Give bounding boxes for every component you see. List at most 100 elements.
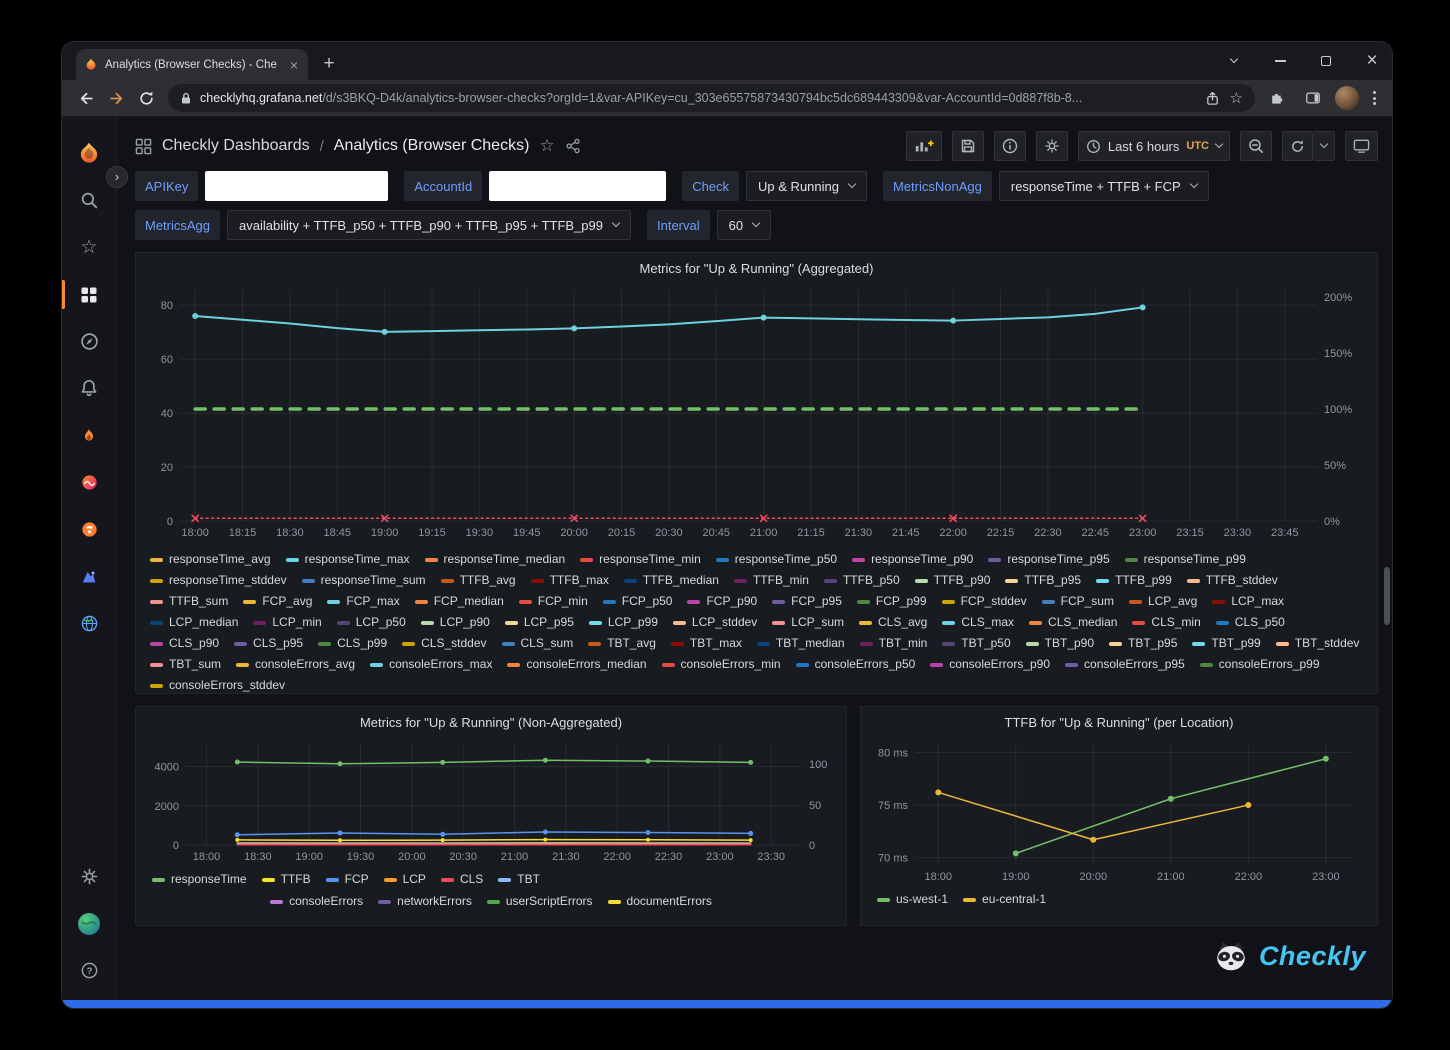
legend-item[interactable]: TBT_p90 xyxy=(1025,633,1094,654)
legend-item[interactable]: LCP_p90 xyxy=(420,612,490,633)
legend-item[interactable]: CLS_p99 xyxy=(318,633,387,654)
legend-item[interactable]: responseTime xyxy=(152,869,247,890)
sidebar-item-alerting[interactable] xyxy=(62,365,117,412)
dashboard-settings-button[interactable] xyxy=(1035,131,1068,161)
legend-item[interactable]: CLS_min xyxy=(1132,612,1201,633)
legend-item[interactable]: TTFB_p50 xyxy=(823,570,900,591)
legend-item[interactable]: TBT_min xyxy=(859,633,927,654)
legend-item[interactable]: TTFB_median xyxy=(623,570,719,591)
legend-item[interactable]: TTFB_max xyxy=(530,570,609,591)
breadcrumb-root[interactable]: Checkly Dashboards xyxy=(162,137,310,154)
legend-item[interactable]: TTFB_p99 xyxy=(1096,570,1172,591)
legend-item[interactable]: FCP_min xyxy=(518,591,588,612)
legend-item[interactable]: FCP_sum xyxy=(1041,591,1114,612)
legend-item[interactable]: responseTime_p90 xyxy=(852,549,973,570)
share-page-icon[interactable] xyxy=(1205,91,1220,106)
legend-item[interactable]: consoleErrors_p95 xyxy=(1065,654,1185,675)
legend-item[interactable]: LCP_min xyxy=(253,612,322,633)
non-aggregated-chart[interactable]: 18:00 18:30 19:00 19:30 20:00 20:30 21:00 21:30… xyxy=(144,733,838,867)
legend-item[interactable]: responseTime_p99 xyxy=(1124,549,1246,570)
sidebar-item-oncall[interactable] xyxy=(62,506,117,553)
legend-item[interactable]: CLS_sum xyxy=(501,633,573,654)
sidebar-item-settings[interactable] xyxy=(62,853,117,900)
sidebar-item-machine-learning[interactable] xyxy=(62,459,117,506)
legend-item[interactable]: LCP_median xyxy=(150,612,238,633)
legend-item[interactable]: LCP_p99 xyxy=(588,612,658,633)
tab-close-icon[interactable]: × xyxy=(289,56,298,73)
profile-avatar[interactable] xyxy=(1335,86,1359,110)
legend-item[interactable]: LCP_p50 xyxy=(336,612,406,633)
var-apikey-input[interactable] xyxy=(205,171,389,201)
var-check-select[interactable]: Up & Running xyxy=(746,171,867,201)
aggregated-chart[interactable]: 18:00 18:15 18:30 18:45 19:00 19:15 19:30 19:45… xyxy=(144,279,1369,543)
side-panel-icon[interactable] xyxy=(1299,84,1327,112)
legend-item[interactable]: CLS_median xyxy=(1029,612,1117,633)
per-location-chart[interactable]: 18:00 19:00 20:00 21:00 22:00 23:00 70 ms 75 ms… xyxy=(869,733,1369,887)
legend-item[interactable]: FCP xyxy=(325,869,369,890)
legend-item[interactable]: consoleErrors_min xyxy=(661,654,781,675)
legend-item[interactable]: consoleErrors_avg xyxy=(236,654,355,675)
sidebar-item-profile[interactable] xyxy=(62,900,117,947)
legend-item[interactable]: LCP_stddev xyxy=(672,612,757,633)
sidebar-expand-icon[interactable]: › xyxy=(106,166,128,188)
var-metricsnonagg-select[interactable]: responseTime + TTFB + FCP xyxy=(998,171,1209,201)
browser-tab[interactable]: Analytics (Browser Checks) - Che × xyxy=(76,49,308,80)
legend-item[interactable]: eu-central-1 xyxy=(963,889,1046,910)
zoom-out-button[interactable] xyxy=(1240,131,1272,161)
legend-item[interactable]: TTFB_p95 xyxy=(1005,570,1081,591)
legend-item[interactable]: FCP_p90 xyxy=(687,591,757,612)
panel-title[interactable]: TTFB for "Up & Running" (per Location) xyxy=(1004,715,1234,730)
legend-item[interactable]: responseTime_median xyxy=(424,549,565,570)
breadcrumb-current[interactable]: Analytics (Browser Checks) xyxy=(333,137,530,154)
legend-item[interactable]: responseTime_stddev xyxy=(150,570,287,591)
legend-item[interactable]: CLS_max xyxy=(942,612,1014,633)
legend-item[interactable]: TBT_sum xyxy=(150,654,221,675)
legend-item[interactable]: TTFB_stddev xyxy=(1186,570,1278,591)
legend-item[interactable]: LCP xyxy=(383,869,426,890)
legend-item[interactable]: FCP_median xyxy=(414,591,504,612)
legend-item[interactable]: responseTime_p50 xyxy=(715,549,837,570)
url-bar[interactable]: checklyhq.grafana.net/d/s3BKQ-D4k/analyt… xyxy=(168,84,1255,112)
legend-item[interactable]: CLS_p50 xyxy=(1215,612,1285,633)
legend-item[interactable]: TTFB_sum xyxy=(150,591,228,612)
legend-item[interactable]: FCP_max xyxy=(327,591,400,612)
grafana-logo[interactable] xyxy=(62,130,117,177)
add-panel-button[interactable] xyxy=(905,131,942,161)
legend-item[interactable]: TBT_max xyxy=(670,633,742,654)
refresh-interval-chevron[interactable] xyxy=(1313,131,1335,161)
legend-item[interactable]: consoleErrors_p90 xyxy=(930,654,1050,675)
sidebar-item-dashboards[interactable] xyxy=(62,271,117,318)
sidebar-item-synthetics[interactable] xyxy=(62,553,117,600)
panel-title[interactable]: Metrics for "Up & Running" (Non-Aggregat… xyxy=(359,715,623,730)
legend-item[interactable]: consoleErrors xyxy=(270,891,363,912)
legend-item[interactable]: CLS_p95 xyxy=(234,633,303,654)
legend-item[interactable]: LCP_avg xyxy=(1128,591,1197,612)
legend-item[interactable]: LCP_sum xyxy=(772,612,844,633)
sidebar-item-apps-globe[interactable] xyxy=(62,600,117,647)
var-accountid-input[interactable] xyxy=(489,171,667,201)
legend-item[interactable]: FCP_stddev xyxy=(941,591,1027,612)
legend-item[interactable]: us-west-1 xyxy=(877,889,948,910)
legend-item[interactable]: FCP_p50 xyxy=(602,591,672,612)
time-range-picker[interactable]: Last 6 hours UTC xyxy=(1077,131,1230,161)
legend-item[interactable]: TTFB_min xyxy=(733,570,809,591)
legend-item[interactable]: LCP_max xyxy=(1212,591,1284,612)
favorite-star-icon[interactable]: ☆ xyxy=(539,136,555,155)
save-dashboard-button[interactable] xyxy=(951,131,984,161)
legend-item[interactable]: TBT xyxy=(498,869,540,890)
minimize-icon[interactable] xyxy=(1272,53,1288,69)
bookmark-star-icon[interactable]: ☆ xyxy=(1229,90,1243,107)
legend-item[interactable]: TBT_stddev xyxy=(1275,633,1359,654)
legend-item[interactable]: userScriptErrors xyxy=(486,891,593,912)
legend-item[interactable]: responseTime_p95 xyxy=(988,549,1110,570)
legend-item[interactable]: consoleErrors_stddev xyxy=(150,675,285,693)
new-tab-button[interactable]: + xyxy=(323,53,335,74)
legend-item[interactable]: FCP_p95 xyxy=(772,591,842,612)
legend-item[interactable]: responseTime_max xyxy=(285,549,410,570)
legend-item[interactable]: networkErrors xyxy=(378,891,472,912)
refresh-button[interactable] xyxy=(1282,131,1313,161)
forward-icon[interactable] xyxy=(102,84,130,112)
legend-item[interactable]: documentErrors xyxy=(607,891,712,912)
tv-mode-button[interactable] xyxy=(1345,131,1378,161)
legend-item[interactable]: CLS_stddev xyxy=(402,633,487,654)
